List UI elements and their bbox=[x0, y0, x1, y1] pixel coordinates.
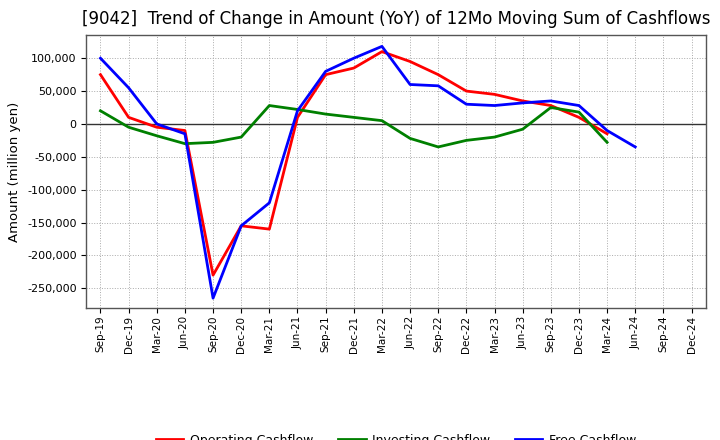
Free Cashflow bbox=[603, 128, 611, 133]
Investing Cashflow bbox=[490, 135, 499, 140]
Operating Cashflow bbox=[321, 72, 330, 77]
Operating Cashflow bbox=[575, 115, 583, 120]
Free Cashflow bbox=[181, 131, 189, 136]
Operating Cashflow bbox=[434, 72, 443, 77]
Free Cashflow bbox=[462, 102, 471, 107]
Free Cashflow bbox=[265, 200, 274, 205]
Y-axis label: Amount (million yen): Amount (million yen) bbox=[9, 102, 22, 242]
Investing Cashflow bbox=[293, 107, 302, 112]
Operating Cashflow bbox=[349, 66, 358, 71]
Free Cashflow bbox=[490, 103, 499, 108]
Investing Cashflow bbox=[518, 127, 527, 132]
Operating Cashflow bbox=[603, 131, 611, 136]
Operating Cashflow bbox=[518, 98, 527, 103]
Investing Cashflow bbox=[575, 110, 583, 115]
Free Cashflow bbox=[575, 103, 583, 108]
Free Cashflow bbox=[209, 296, 217, 301]
Operating Cashflow bbox=[237, 223, 246, 228]
Line: Operating Cashflow: Operating Cashflow bbox=[101, 51, 607, 275]
Operating Cashflow bbox=[181, 128, 189, 133]
Line: Investing Cashflow: Investing Cashflow bbox=[101, 106, 607, 147]
Investing Cashflow bbox=[125, 125, 133, 130]
Investing Cashflow bbox=[96, 108, 105, 114]
Investing Cashflow bbox=[349, 115, 358, 120]
Investing Cashflow bbox=[209, 140, 217, 145]
Free Cashflow bbox=[406, 82, 415, 87]
Free Cashflow bbox=[349, 55, 358, 61]
Investing Cashflow bbox=[603, 140, 611, 145]
Free Cashflow bbox=[546, 98, 555, 103]
Operating Cashflow bbox=[265, 227, 274, 232]
Title: [9042]  Trend of Change in Amount (YoY) of 12Mo Moving Sum of Cashflows: [9042] Trend of Change in Amount (YoY) o… bbox=[82, 10, 710, 28]
Investing Cashflow bbox=[434, 144, 443, 150]
Investing Cashflow bbox=[265, 103, 274, 108]
Operating Cashflow bbox=[546, 103, 555, 108]
Operating Cashflow bbox=[406, 59, 415, 64]
Investing Cashflow bbox=[321, 111, 330, 117]
Free Cashflow bbox=[125, 85, 133, 91]
Line: Free Cashflow: Free Cashflow bbox=[101, 46, 635, 298]
Operating Cashflow bbox=[209, 272, 217, 278]
Investing Cashflow bbox=[406, 136, 415, 141]
Free Cashflow bbox=[237, 223, 246, 228]
Free Cashflow bbox=[153, 121, 161, 127]
Investing Cashflow bbox=[546, 105, 555, 110]
Operating Cashflow bbox=[377, 49, 386, 54]
Investing Cashflow bbox=[153, 133, 161, 139]
Investing Cashflow bbox=[181, 141, 189, 147]
Free Cashflow bbox=[96, 55, 105, 61]
Investing Cashflow bbox=[237, 135, 246, 140]
Operating Cashflow bbox=[462, 88, 471, 94]
Operating Cashflow bbox=[490, 92, 499, 97]
Operating Cashflow bbox=[293, 115, 302, 120]
Free Cashflow bbox=[631, 144, 639, 150]
Legend: Operating Cashflow, Investing Cashflow, Free Cashflow: Operating Cashflow, Investing Cashflow, … bbox=[151, 429, 641, 440]
Operating Cashflow bbox=[153, 125, 161, 130]
Investing Cashflow bbox=[462, 138, 471, 143]
Operating Cashflow bbox=[96, 72, 105, 77]
Free Cashflow bbox=[377, 44, 386, 49]
Operating Cashflow bbox=[125, 115, 133, 120]
Free Cashflow bbox=[434, 83, 443, 88]
Investing Cashflow bbox=[377, 118, 386, 123]
Free Cashflow bbox=[518, 100, 527, 106]
Free Cashflow bbox=[293, 108, 302, 114]
Free Cashflow bbox=[321, 69, 330, 74]
